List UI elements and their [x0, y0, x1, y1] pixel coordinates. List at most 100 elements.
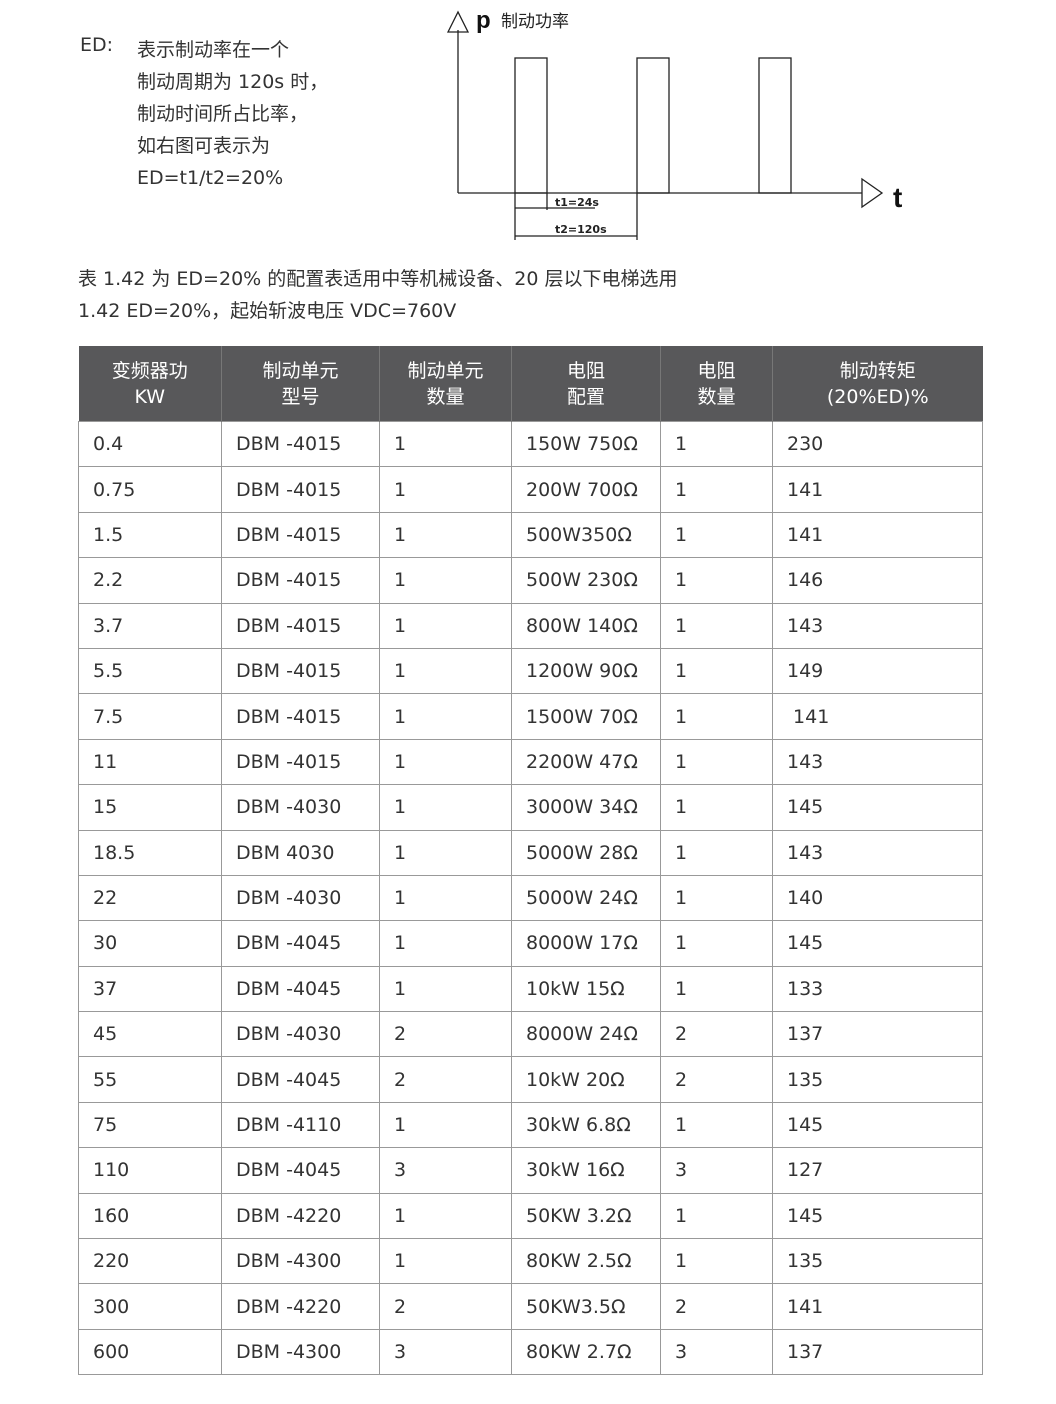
table-cell: 1: [379, 965, 512, 1013]
pulse: [758, 57, 792, 194]
table-cell: 1: [379, 1101, 512, 1149]
table-row: 300 DBM -4220 2 50KW3.5Ω 2 141: [78, 1283, 983, 1330]
table-row: 0.4 DBM -4015 1 150W 750Ω 1 230: [78, 420, 983, 468]
table-cell: 5.5: [78, 647, 222, 695]
table-cell: DBM -4015: [221, 693, 380, 740]
y-axis-title: 制动功率: [501, 12, 569, 32]
table-cell: 1: [379, 420, 512, 468]
table-cell: 1: [379, 557, 512, 604]
column-header: 制动转矩 (20%ED)%: [772, 346, 983, 422]
header-line: 数量: [697, 385, 736, 408]
header-line: 电阻: [566, 359, 605, 382]
table-row: 600 DBM -4300 3 80KW 2.7Ω 3 137: [78, 1328, 983, 1376]
table-cell: 30kW 6.8Ω: [511, 1101, 661, 1149]
table-cell: 145: [772, 920, 983, 967]
table-cell: 0.4: [78, 420, 222, 468]
table-cell: 55: [78, 1056, 222, 1103]
header-line: 变频器功: [111, 359, 188, 382]
table-row: 2.2 DBM -4015 1 500W 230Ω 1 146: [78, 557, 983, 604]
table-cell: 1: [379, 466, 512, 513]
ed-line: 制动周期为 120s 时，: [137, 71, 329, 93]
table-cell: 1: [660, 693, 773, 740]
table-row: 30 DBM -4045 1 8000W 17Ω 1 145: [78, 920, 983, 967]
header-line: 配置: [566, 385, 605, 408]
table-row: 18.5 DBM 4030 1 5000W 28Ω 1 143: [78, 829, 983, 876]
table-cell: 1.5: [78, 511, 222, 559]
table-row: 1.5 DBM -4015 1 500W350Ω 1 141: [78, 511, 983, 559]
table-cell: DBM -4015: [221, 557, 380, 604]
table-cell: DBM -4030: [221, 784, 380, 831]
table-caption: 表 1.42 为 ED=20% 的配置表适用中等机械设备、20 层以下电梯选用: [78, 268, 678, 290]
table-cell: DBM -4220: [221, 1283, 380, 1330]
ed-label: ED:: [80, 34, 114, 56]
header-line: 数量: [426, 385, 465, 408]
table-cell: 2: [660, 1056, 773, 1103]
table-cell: 1: [379, 874, 512, 922]
table-cell: 5000W 24Ω: [511, 874, 661, 922]
table-cell: 1: [660, 1192, 773, 1240]
header-line: 制动转矩: [839, 359, 916, 382]
table-cell: DBM -4220: [221, 1192, 380, 1240]
y-axis-arrow: [446, 10, 470, 33]
table-cell: 11: [78, 738, 222, 786]
table-cell: 1: [379, 829, 512, 876]
table-cell: 7.5: [78, 693, 222, 740]
table-cell: 137: [772, 1011, 983, 1058]
table-cell: 5000W 28Ω: [511, 829, 661, 876]
column-header: 电阻 配置: [511, 346, 661, 422]
table-cell: 45: [78, 1011, 222, 1058]
table-cell: 8000W 24Ω: [511, 1011, 661, 1058]
table-cell: DBM -4300: [221, 1238, 380, 1285]
table-cell: 133: [772, 965, 983, 1013]
table-cell: 0.75: [78, 466, 222, 513]
table-cell: DBM -4015: [221, 647, 380, 695]
table-row: 45 DBM -4030 2 8000W 24Ω 2 137: [78, 1011, 983, 1058]
table-cell: 3: [660, 1147, 773, 1194]
table-cell: 1: [379, 1238, 512, 1285]
table-cell: DBM -4045: [221, 965, 380, 1013]
header-line: 电阻: [697, 359, 736, 382]
table-cell: DBM 4030: [221, 829, 380, 876]
table-cell: 1: [660, 420, 773, 468]
table-cell: 1: [379, 920, 512, 967]
ed-line: 如右图可表示为: [137, 135, 271, 157]
table-cell: 145: [772, 784, 983, 831]
table-cell: 2: [660, 1011, 773, 1058]
pulse: [514, 57, 548, 194]
table-subcaption: 1.42 ED=20%，起始斩波电压 VDC=760V: [78, 300, 457, 322]
table-cell: 2200W 47Ω: [511, 738, 661, 786]
table-cell: DBM -4030: [221, 874, 380, 922]
table-cell: 1200W 90Ω: [511, 647, 661, 695]
table-row: 75 DBM -4110 1 30kW 6.8Ω 1 145: [78, 1101, 983, 1149]
table-cell: 50KW 3.2Ω: [511, 1192, 661, 1240]
table-cell: DBM -4300: [221, 1328, 380, 1376]
table-cell: 300: [78, 1283, 222, 1330]
table-cell: 800W 140Ω: [511, 602, 661, 649]
header-line: (20%ED)%: [826, 385, 929, 408]
table-cell: 1: [660, 1238, 773, 1285]
table-cell: 2: [379, 1056, 512, 1103]
table-cell: 3000W 34Ω: [511, 784, 661, 831]
table-cell: 1: [660, 602, 773, 649]
table-cell: 1: [660, 874, 773, 922]
table-cell: 141: [772, 511, 983, 559]
table-cell: 3: [379, 1147, 512, 1194]
table-cell: 1: [660, 647, 773, 695]
header-line: 制动单元: [262, 359, 339, 382]
table-cell: 1: [379, 738, 512, 786]
table-cell: 150W 750Ω: [511, 420, 661, 468]
table-cell: 2.2: [78, 557, 222, 604]
table-cell: 110: [78, 1147, 222, 1194]
table-cell: 160: [78, 1192, 222, 1240]
table-row: 11 DBM -4015 1 2200W 47Ω 1 143: [78, 738, 983, 786]
table-cell: 2: [660, 1283, 773, 1330]
table-cell: 143: [772, 829, 983, 876]
table-cell: 141: [772, 466, 983, 513]
pulse: [636, 57, 670, 194]
header-line: 型号: [281, 385, 320, 408]
table-row: 15 DBM -4030 1 3000W 34Ω 1 145: [78, 784, 983, 831]
table-cell: 1: [660, 784, 773, 831]
table-cell: 3.7: [78, 602, 222, 649]
y-axis-label: p: [476, 7, 491, 34]
table-cell: DBM -4045: [221, 920, 380, 967]
